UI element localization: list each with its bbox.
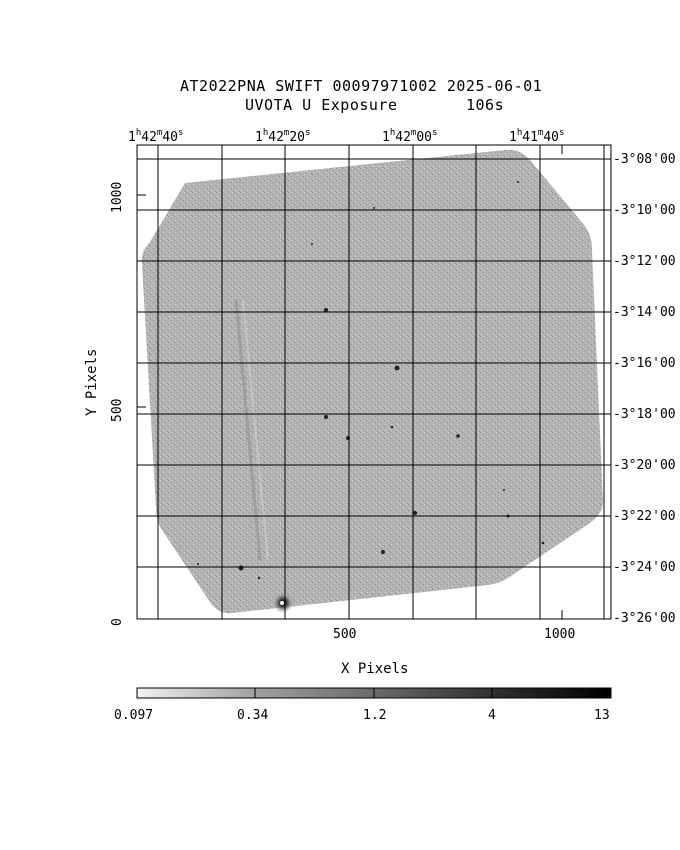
- sky-sources: [197, 181, 545, 613]
- ra-grid-lines: [157, 145, 605, 619]
- colorbar-label: 0.097: [114, 708, 154, 723]
- plot-subtitle-exposure: UVOTA U Exposure: [245, 96, 398, 114]
- dec-tick-label: -3°26'00: [613, 611, 676, 626]
- plot-title: AT2022PNA SWIFT 00097971002 2025-06-01: [180, 77, 543, 95]
- dec-tick-label: -3°20'00: [613, 458, 676, 473]
- dec-grid-lines: [137, 158, 611, 568]
- pixel-axis-ticks: [137, 145, 563, 620]
- colorbar-label: 0.34: [237, 708, 269, 723]
- dec-tick-label: -3°08'00: [613, 152, 676, 167]
- ra-tick-label: 1h42m20s: [255, 128, 311, 145]
- dec-tick-label: -3°16'00: [613, 356, 676, 371]
- dec-tick-label: -3°10'00: [613, 203, 676, 218]
- x-axis-label: X Pixels: [341, 661, 409, 677]
- dec-tick-label: -3°14'00: [613, 305, 676, 320]
- ra-tick-label: 1h41m40s: [509, 128, 565, 145]
- ra-tick-label: 1h42m00s: [382, 128, 438, 145]
- dec-tick-label: -3°18'00: [613, 407, 676, 422]
- exposure-footprint: [141, 149, 603, 614]
- dec-tick-label: -3°24'00: [613, 560, 676, 575]
- plot-subtitle-time: 106s: [466, 96, 505, 114]
- x-tick-label: 1000: [544, 627, 576, 642]
- dec-tick-label: -3°12'00: [613, 254, 676, 269]
- colorbar-label: 13: [594, 708, 610, 723]
- x-tick-label: 500: [333, 627, 357, 642]
- dec-tick-label: -3°22'00: [613, 509, 676, 524]
- colorbar-label: 4: [488, 708, 496, 723]
- colorbar-label: 1.2: [363, 708, 387, 723]
- ra-tick-label: 1h42m40s: [128, 128, 184, 145]
